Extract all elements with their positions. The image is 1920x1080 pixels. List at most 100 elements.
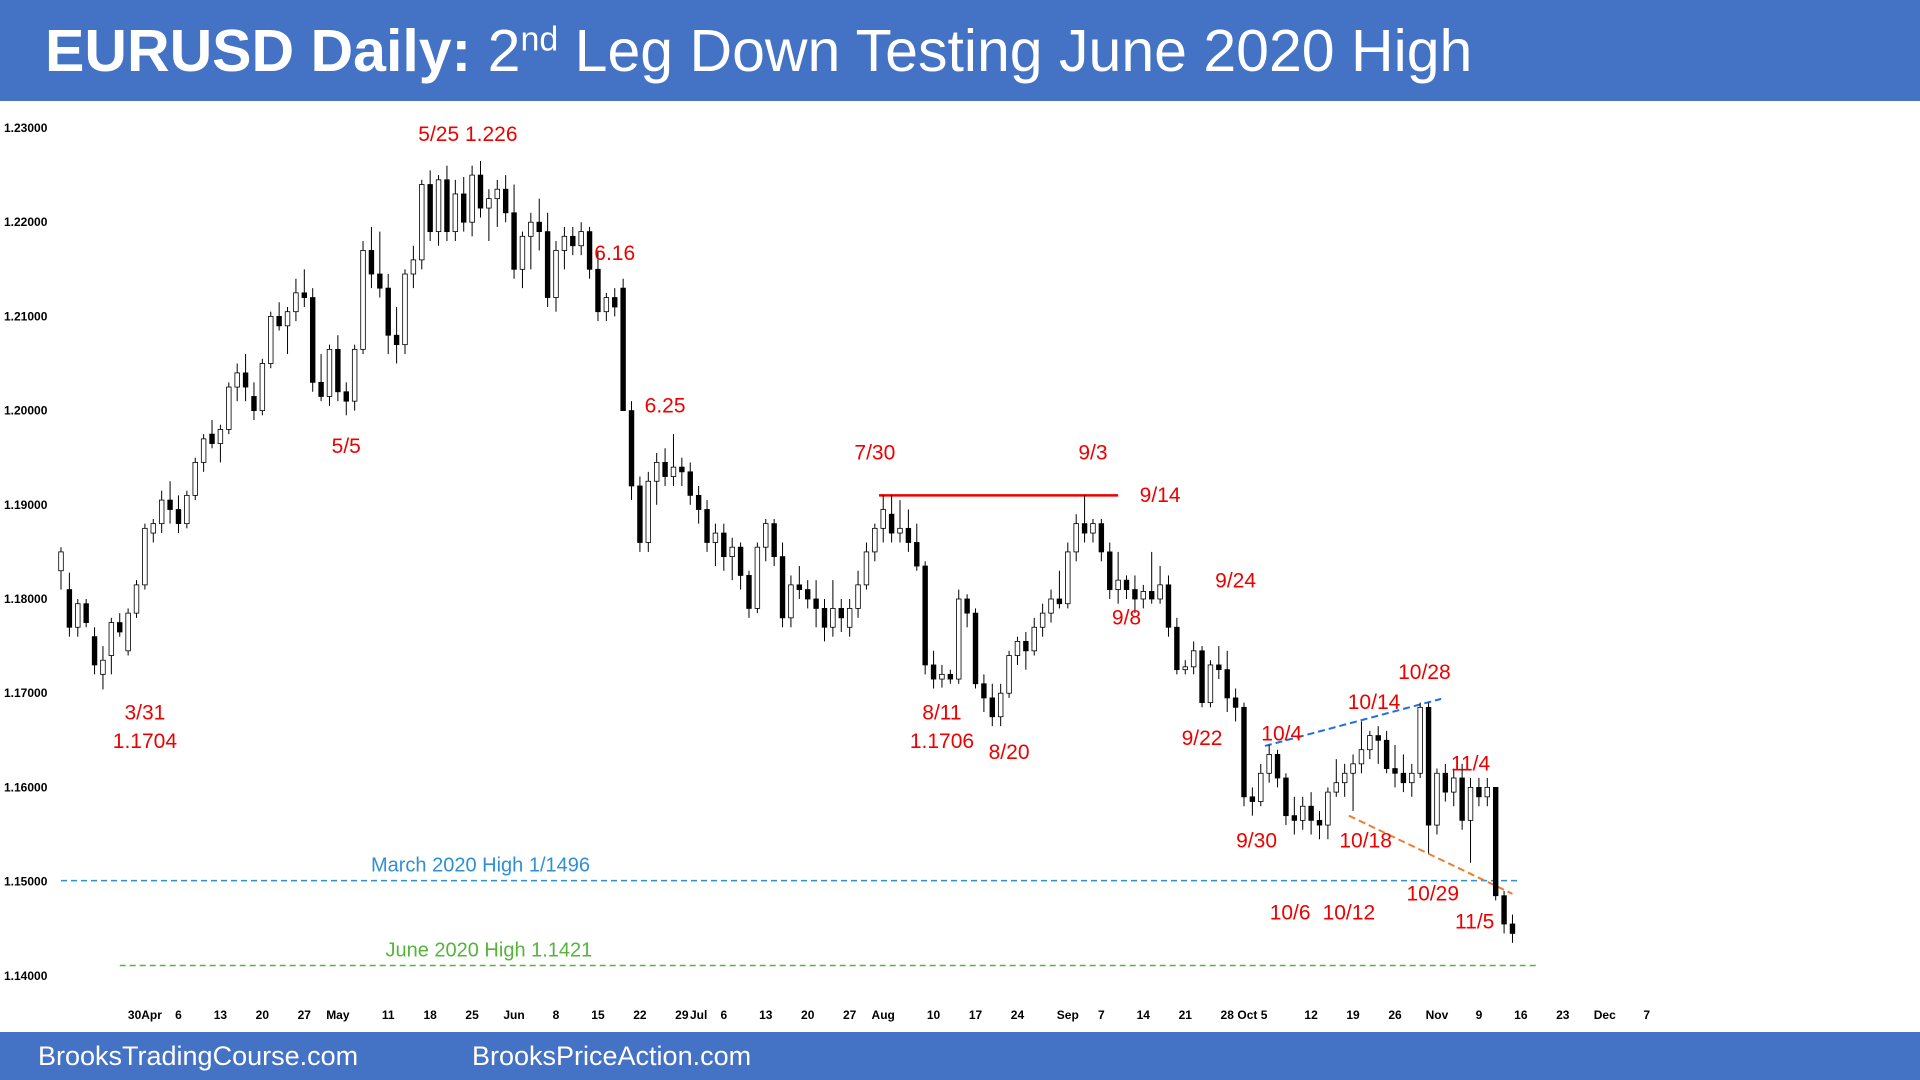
price-bar	[377, 231, 383, 298]
footer-link-brookstradingcourse[interactable]: BrooksTradingCourse.com	[38, 1041, 359, 1071]
bull-bar-body	[200, 438, 207, 463]
x-tick-label: 28	[1221, 1008, 1235, 1022]
price-bar	[318, 354, 324, 402]
price-bar	[1476, 777, 1482, 807]
bear-bar-body	[1216, 664, 1222, 671]
price-bar	[528, 212, 534, 270]
bull-bar-body	[1434, 772, 1440, 826]
x-tick-label: 27	[843, 1008, 857, 1022]
y-tick-label: 1.22000	[4, 215, 48, 229]
bear-bar-body	[1476, 787, 1482, 798]
price-bar	[234, 363, 240, 402]
bear-bar-body	[427, 184, 433, 233]
x-tick-label: 29	[675, 1008, 689, 1022]
bull-bar-body	[217, 429, 224, 444]
price-bar	[905, 509, 912, 552]
price-bar	[368, 226, 375, 289]
price-bar	[1492, 787, 1499, 901]
bear-bar-body	[821, 608, 828, 628]
price-bar	[1459, 763, 1465, 830]
price-bar	[981, 674, 987, 713]
price-bar	[100, 646, 106, 690]
bull-bar-body	[729, 546, 735, 558]
price-bar	[66, 572, 73, 637]
price-bar	[284, 306, 291, 355]
bull-bar-body	[553, 250, 559, 298]
price-bar	[1341, 763, 1348, 797]
price-bar	[1207, 660, 1214, 708]
footer-link-brookspriceaction[interactable]: BrooksPriceAction.com	[472, 1041, 752, 1071]
bull-bar-body	[486, 198, 492, 209]
bear-bar-body	[888, 513, 895, 534]
bear-bar-body	[930, 664, 937, 680]
bear-bar-body	[704, 509, 710, 543]
price-bar	[1216, 646, 1222, 680]
bull-bar-body	[528, 221, 534, 237]
price-bar	[301, 269, 308, 307]
bar-annotation: 1.1706	[910, 730, 974, 753]
price-bar	[486, 189, 492, 242]
bear-bar-body	[964, 598, 970, 614]
bull-bar-body	[1358, 749, 1365, 765]
bear-bar-body	[771, 523, 777, 558]
price-bar	[1350, 754, 1356, 811]
x-tick-label: 23	[1556, 1008, 1570, 1022]
price-bar	[1224, 650, 1230, 713]
price-bar	[226, 382, 232, 435]
price-bar	[242, 354, 249, 402]
bear-bar-body	[1509, 923, 1516, 934]
x-tick-label: 6	[175, 1008, 182, 1022]
price-bar	[779, 542, 786, 628]
x-tick-label: Aug	[872, 1008, 895, 1022]
bull-bar-body	[939, 673, 945, 680]
price-bar	[1383, 730, 1390, 774]
price-bar	[930, 650, 937, 689]
price-bar	[1048, 589, 1054, 623]
bull-bar-body	[763, 523, 769, 548]
bull-bar-body	[1073, 523, 1079, 553]
bull-bar-body	[351, 348, 358, 402]
bar-annotation: 9/3	[1078, 442, 1107, 465]
x-tick-label: 7	[1643, 1008, 1650, 1022]
bar-annotation: 5/5	[332, 435, 361, 458]
bar-annotation: 7/30	[854, 442, 895, 465]
x-tick-label: 9	[1476, 1008, 1483, 1022]
bear-bar-body	[1249, 796, 1256, 802]
price-bar	[1451, 768, 1457, 807]
title-instrument: EURUSD Daily:	[45, 18, 472, 84]
chart-title: EURUSD Daily: 2nd Leg Down Testing June …	[45, 18, 1472, 84]
x-tick-label: Dec	[1594, 1008, 1616, 1022]
price-bar	[75, 599, 81, 637]
bar-annotation: 1.1704	[113, 730, 178, 753]
x-tick-label: 11	[382, 1008, 395, 1022]
price-bar	[1434, 768, 1440, 835]
price-bar	[251, 382, 257, 421]
price-bar	[268, 311, 274, 369]
annotations: 5/25 1.226 6.16 6.25 5/5 7/30 9/3 9/14 9/24 9/8 3…	[113, 123, 1495, 934]
price-bar	[200, 434, 207, 472]
price-bar	[91, 627, 98, 675]
bear-bar-body	[1291, 815, 1298, 821]
candlestick-chart: 1.23000 1.22000 1.21000 1.20000 1.19000 1.180…	[4, 121, 1650, 1022]
price-bar	[435, 175, 442, 246]
bear-bar-body	[461, 193, 467, 223]
bull-bar-body	[1115, 579, 1121, 590]
price-bar	[167, 481, 173, 524]
x-tick-label: 16	[1514, 1008, 1528, 1022]
bear-bar-body	[393, 334, 400, 346]
bear-bar-body	[1400, 772, 1407, 784]
bar-annotation: 10/29	[1406, 882, 1459, 905]
price-bar	[746, 570, 752, 618]
x-tick-label: 17	[969, 1008, 983, 1022]
price-bar	[293, 278, 299, 322]
price-bar	[150, 518, 156, 543]
price-bar	[351, 344, 358, 411]
price-bar	[1165, 575, 1172, 637]
price-bar	[1174, 617, 1180, 675]
price-bar	[612, 288, 618, 317]
price-bar	[830, 580, 836, 637]
bull-bar-body	[293, 292, 299, 313]
price-bar	[763, 518, 769, 562]
bull-bar-body	[142, 527, 148, 586]
price-bar	[1140, 584, 1147, 609]
